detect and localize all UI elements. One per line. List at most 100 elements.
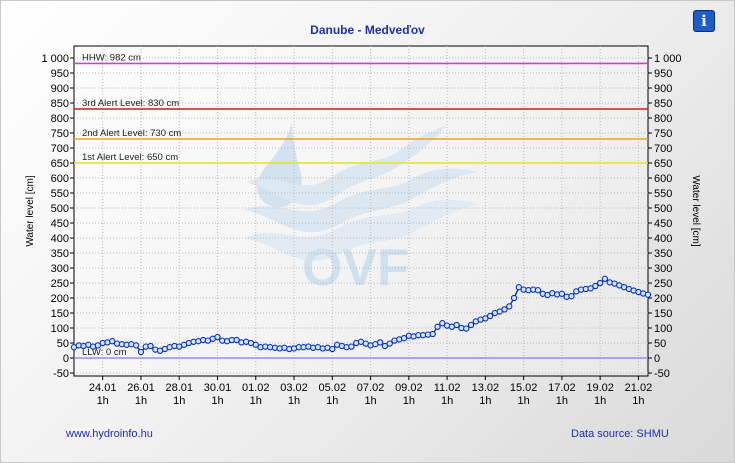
data-point — [137, 348, 145, 356]
y-tick-label-right: 1 000 — [654, 53, 682, 65]
y-tick-label-left: -50 — [53, 368, 69, 380]
data-point — [133, 342, 140, 349]
x-tick-label-date: 15.02 — [510, 382, 538, 394]
data-point — [94, 342, 102, 349]
data-point — [329, 345, 336, 353]
y-tick-label-right: 100 — [654, 323, 672, 335]
y-tick-label-left: 200 — [51, 293, 69, 305]
hydroinfo-link[interactable]: www.hydroinfo.hu — [66, 428, 153, 440]
x-tick-label-date: 13.02 — [472, 382, 500, 394]
x-tick-label-hour: 1h — [403, 395, 415, 407]
y-tick-label-left: 500 — [51, 203, 69, 215]
x-tick-label-date: 05.02 — [319, 382, 347, 394]
y-tick-label-right: 500 — [654, 203, 672, 215]
data-point — [439, 320, 446, 327]
y-tick-label-left: 350 — [51, 248, 69, 260]
data-point — [434, 323, 441, 330]
plot-area — [73, 45, 649, 377]
y-axis-label-right: Water level [cm] — [690, 175, 701, 247]
y-tick-label-right: 600 — [654, 173, 672, 185]
data-source-label: Data source: SHMU — [571, 428, 669, 440]
y-tick-label-right: -50 — [654, 368, 670, 380]
x-tick-label-hour: 1h — [441, 395, 453, 407]
data-point — [568, 293, 575, 300]
data-point — [386, 340, 393, 347]
x-tick-label-date: 28.01 — [165, 382, 193, 394]
y-tick-label-right: 0 — [654, 353, 660, 365]
data-point — [534, 287, 542, 294]
reference-line-label: 2nd Alert Level: 730 cm — [82, 128, 181, 139]
x-tick-label-hour: 1h — [173, 395, 185, 407]
grid-lines — [73, 45, 649, 377]
y-tick-label-right: 50 — [654, 338, 666, 350]
data-point — [429, 330, 436, 338]
y-tick-label-left: 300 — [51, 263, 69, 275]
x-tick-label-hour: 1h — [135, 395, 147, 407]
data-point — [506, 303, 513, 310]
y-tick-label-right: 700 — [654, 143, 672, 155]
data-point — [482, 315, 489, 322]
y-tick-label-left: 150 — [51, 308, 69, 320]
info-icon[interactable]: i — [693, 10, 715, 32]
reference-line-label: HHW: 982 cm — [82, 52, 141, 63]
data-point — [381, 342, 389, 350]
x-tick-label-date: 17.02 — [548, 382, 576, 394]
data-point — [348, 343, 355, 350]
ovf-watermark: OVF — [245, 122, 478, 297]
y-tick-label-left: 750 — [51, 128, 69, 140]
data-point — [597, 279, 604, 287]
x-tick-label-date: 11.02 — [434, 382, 461, 394]
y-tick-label-left: 400 — [51, 233, 69, 245]
x-tick-label-date: 07.02 — [357, 382, 385, 394]
y-tick-label-right: 300 — [654, 263, 672, 275]
y-tick-label-left: 800 — [51, 113, 69, 125]
x-tick-label-date: 26.01 — [127, 382, 155, 394]
y-tick-label-right: 950 — [654, 68, 672, 80]
x-tick-label-hour: 1h — [211, 395, 223, 407]
reference-line-label: 3rd Alert Level: 830 cm — [82, 98, 179, 109]
x-tick-label-date: 01.02 — [242, 382, 270, 394]
y-tick-label-left: 250 — [51, 278, 69, 290]
chart-title: Danube - Medveďov — [310, 23, 425, 37]
data-point — [486, 312, 494, 320]
x-tick-label-hour: 1h — [364, 395, 376, 407]
data-point — [109, 338, 116, 345]
y-tick-label-right: 200 — [654, 293, 672, 305]
x-tick-label-hour: 1h — [632, 395, 644, 407]
y-tick-label-left: 1 000 — [41, 53, 69, 65]
data-point — [515, 284, 522, 291]
reference-line-label: LLW: 0 cm — [82, 347, 127, 358]
data-point — [501, 306, 508, 313]
y-tick-label-left: 600 — [51, 173, 69, 185]
y-tick-label-right: 850 — [654, 98, 672, 110]
series-group — [70, 275, 652, 356]
y-tick-label-right: 450 — [654, 218, 672, 230]
reference-lines: HHW: 982 cm 3rd Alert Level: 830 cm 2nd Al… — [74, 52, 648, 359]
axes: -50 -50 0 0 50 50 100 100 150 150 200 200 250 250 300 3… — [41, 53, 681, 407]
data-point — [214, 333, 221, 341]
data-point — [558, 290, 566, 297]
y-tick-label-left: 100 — [51, 323, 69, 335]
x-tick-label-hour: 1h — [288, 395, 300, 407]
y-tick-label-left: 0 — [63, 353, 69, 365]
y-tick-label-left: 650 — [51, 158, 69, 170]
y-tick-label-right: 550 — [654, 188, 672, 200]
y-tick-label-right: 900 — [654, 83, 672, 95]
x-tick-label-hour: 1h — [518, 395, 530, 407]
y-tick-label-left: 950 — [51, 68, 69, 80]
data-point — [376, 339, 384, 346]
y-tick-label-left: 850 — [51, 98, 69, 110]
y-tick-label-right: 150 — [654, 308, 672, 320]
y-tick-label-right: 250 — [654, 278, 672, 290]
x-tick-label-date: 19.02 — [586, 382, 614, 394]
data-point — [592, 282, 599, 290]
y-tick-label-right: 750 — [654, 128, 672, 140]
y-tick-label-left: 700 — [51, 143, 69, 155]
y-tick-label-left: 50 — [57, 338, 69, 350]
x-tick-label-hour: 1h — [250, 395, 262, 407]
data-point — [147, 342, 154, 350]
data-point — [601, 275, 609, 282]
watermark-text: OVF — [302, 239, 409, 297]
data-point — [510, 294, 518, 302]
